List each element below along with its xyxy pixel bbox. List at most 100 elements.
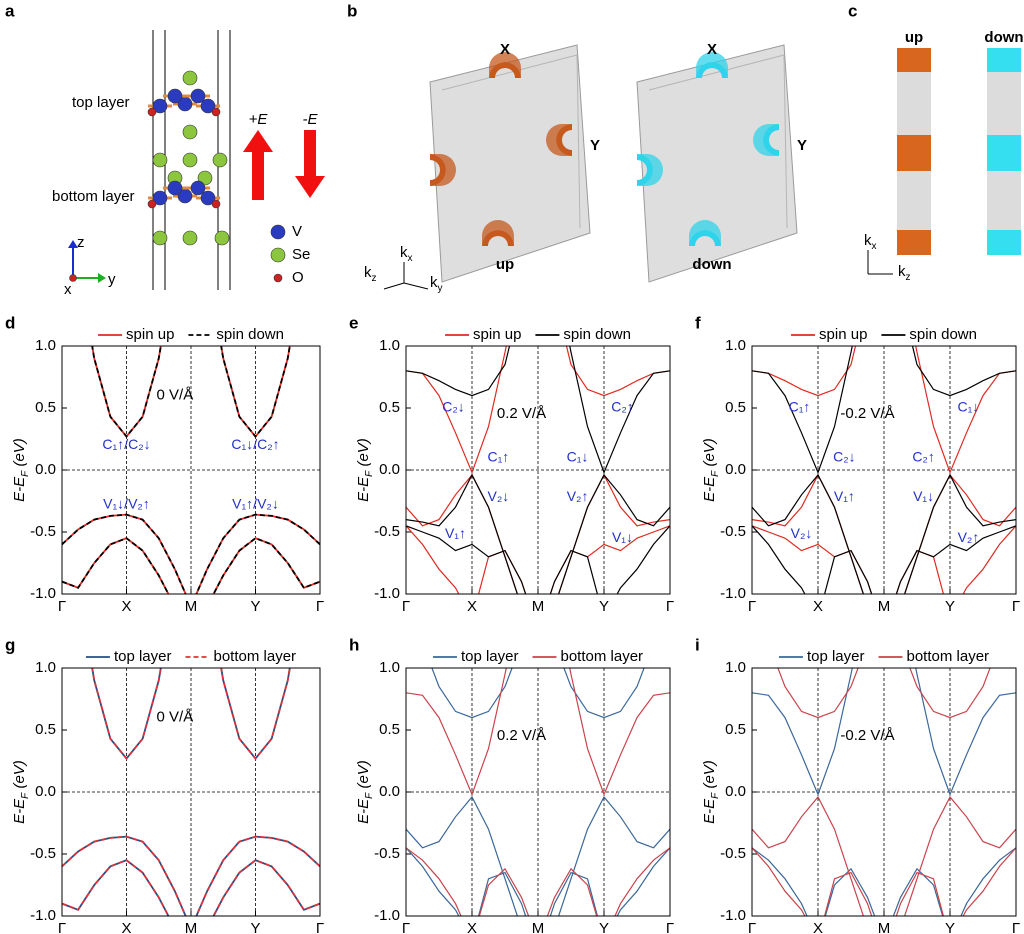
y-tick-label: 1.0 bbox=[35, 659, 56, 676]
fermi-pocket bbox=[689, 220, 721, 246]
axis-label-main: k bbox=[864, 232, 872, 249]
x-tick-label: Γ bbox=[316, 920, 324, 934]
fermi-pocket bbox=[489, 52, 521, 78]
legend: spin up spin down bbox=[445, 326, 631, 343]
annotation: V₁↓/V₂↑ bbox=[103, 495, 150, 511]
x-tick-label: X bbox=[121, 920, 131, 934]
atom bbox=[197, 170, 213, 186]
y-tick-label: -1.0 bbox=[720, 907, 746, 924]
panel-letter: d bbox=[5, 313, 15, 332]
legend-label: spin down bbox=[909, 326, 977, 343]
band bbox=[752, 668, 1016, 797]
legend: top layer bottom layer bbox=[432, 648, 643, 665]
x-tick-label: M bbox=[185, 598, 198, 615]
x-tick-label: Γ bbox=[666, 598, 674, 615]
axis-label: z bbox=[77, 234, 85, 251]
fermi-pocket bbox=[430, 154, 446, 186]
slab-edge bbox=[648, 54, 788, 229]
y-axis-label-main: E-E bbox=[11, 798, 28, 824]
band bbox=[62, 513, 320, 594]
y-tick-label: 0.5 bbox=[379, 721, 400, 738]
x-tick-label: Γ bbox=[58, 920, 66, 934]
legend-label: spin down bbox=[563, 326, 631, 343]
x-tick-label: X bbox=[467, 920, 477, 934]
fermi-pocket bbox=[482, 230, 514, 246]
panel-letter: e bbox=[349, 313, 358, 332]
band bbox=[406, 473, 670, 594]
layer-label: bottom layer bbox=[52, 188, 135, 205]
annotation: C₁↑/C₂↓ bbox=[102, 436, 150, 452]
atom bbox=[152, 230, 168, 246]
y-axis-label: E-EF (eV) bbox=[355, 760, 375, 824]
panel-letter: b bbox=[347, 1, 357, 20]
y-axis-label-sub: F bbox=[20, 792, 31, 799]
y-tick-label: -0.5 bbox=[30, 523, 56, 540]
legend-label: bottom layer bbox=[907, 648, 990, 665]
atom bbox=[182, 230, 198, 246]
field-label: -E bbox=[303, 111, 319, 128]
y-tick-label: -0.5 bbox=[720, 523, 746, 540]
band bbox=[406, 525, 670, 594]
panel-letter: i bbox=[695, 635, 700, 654]
atom bbox=[167, 180, 183, 196]
y-axis-label-sub: F bbox=[710, 470, 721, 477]
y-tick-label: 1.0 bbox=[379, 337, 400, 354]
legend-label: spin up bbox=[473, 326, 521, 343]
y-tick-label: -1.0 bbox=[374, 585, 400, 602]
band bbox=[752, 473, 1016, 594]
legend-label: top layer bbox=[461, 648, 519, 665]
annotation: 0.2 V/Å bbox=[497, 405, 546, 422]
axis-label: x bbox=[64, 281, 72, 298]
atom bbox=[190, 180, 206, 196]
annotation: V₁↑/V₂↓ bbox=[232, 495, 279, 511]
atom bbox=[211, 199, 221, 209]
plot-frame bbox=[405, 345, 671, 595]
annotation: V₁↑ bbox=[834, 488, 855, 504]
atom-legend-label: Se bbox=[292, 246, 310, 263]
band bbox=[406, 346, 670, 475]
annotation: C₁↑ bbox=[487, 448, 509, 464]
y-tick-label: -0.5 bbox=[374, 523, 400, 540]
fermi-pocket bbox=[482, 220, 514, 246]
annotation: 0 V/Å bbox=[157, 709, 194, 726]
y-tick-label: -0.5 bbox=[374, 845, 400, 862]
atom bbox=[270, 247, 286, 263]
y-tick-label: 0.5 bbox=[725, 399, 746, 416]
y-tick-label: 1.0 bbox=[725, 659, 746, 676]
x-tick-label: Y bbox=[945, 598, 955, 615]
strip-band bbox=[897, 48, 931, 72]
x-tick-label: Γ bbox=[316, 598, 324, 615]
plot-frame bbox=[405, 667, 671, 917]
annotation: C₁↓ bbox=[958, 399, 980, 415]
band bbox=[752, 795, 1016, 916]
fermi-pocket bbox=[637, 154, 653, 186]
x-tick-label: Γ bbox=[748, 920, 756, 934]
fermi-pocket bbox=[696, 62, 728, 78]
axis-head bbox=[98, 273, 106, 283]
fermi-pocket bbox=[430, 154, 456, 186]
band bbox=[752, 525, 1016, 594]
field-label: +E bbox=[249, 111, 269, 128]
field-arrow-head bbox=[295, 176, 325, 198]
annotation: C₁↓ bbox=[567, 448, 589, 464]
band bbox=[752, 473, 1016, 594]
y-axis-label: E-EF (eV) bbox=[11, 760, 31, 824]
fermi-pocket bbox=[689, 230, 721, 246]
y-axis-label: E-EF (eV) bbox=[701, 438, 721, 502]
legend-label: bottom layer bbox=[214, 648, 297, 665]
atom bbox=[147, 199, 157, 209]
x-tick-label: Γ bbox=[402, 598, 410, 615]
band bbox=[406, 847, 670, 916]
field-arrow-shaft bbox=[252, 150, 264, 200]
atom bbox=[212, 152, 228, 168]
y-tick-label: 1.0 bbox=[725, 337, 746, 354]
annotation: C₁↑ bbox=[789, 399, 811, 415]
legend: top layer bottom layer bbox=[778, 648, 990, 665]
atom bbox=[182, 152, 198, 168]
legend-label: top layer bbox=[114, 648, 172, 665]
y-tick-label: 0.5 bbox=[35, 721, 56, 738]
atom bbox=[182, 70, 198, 86]
panel-letter: c bbox=[848, 1, 857, 20]
band bbox=[777, 668, 991, 719]
band bbox=[752, 346, 1016, 475]
